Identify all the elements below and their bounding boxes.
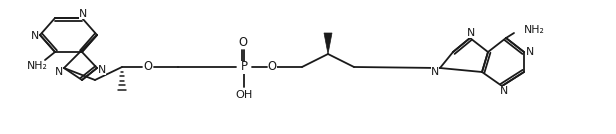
Text: NH₂: NH₂ <box>26 61 47 71</box>
Text: N: N <box>55 67 63 77</box>
Text: N: N <box>31 31 39 41</box>
Text: N: N <box>526 47 534 57</box>
Text: P: P <box>240 60 248 74</box>
Text: N: N <box>467 28 475 38</box>
Text: N: N <box>431 67 439 77</box>
Text: O: O <box>238 36 248 49</box>
Text: O: O <box>144 60 153 74</box>
Text: O: O <box>267 60 277 74</box>
Text: N: N <box>79 9 87 19</box>
Text: N: N <box>500 86 508 96</box>
Text: NH₂: NH₂ <box>524 25 545 35</box>
Text: OH: OH <box>235 90 253 100</box>
Polygon shape <box>324 33 332 54</box>
Text: N: N <box>98 65 106 75</box>
